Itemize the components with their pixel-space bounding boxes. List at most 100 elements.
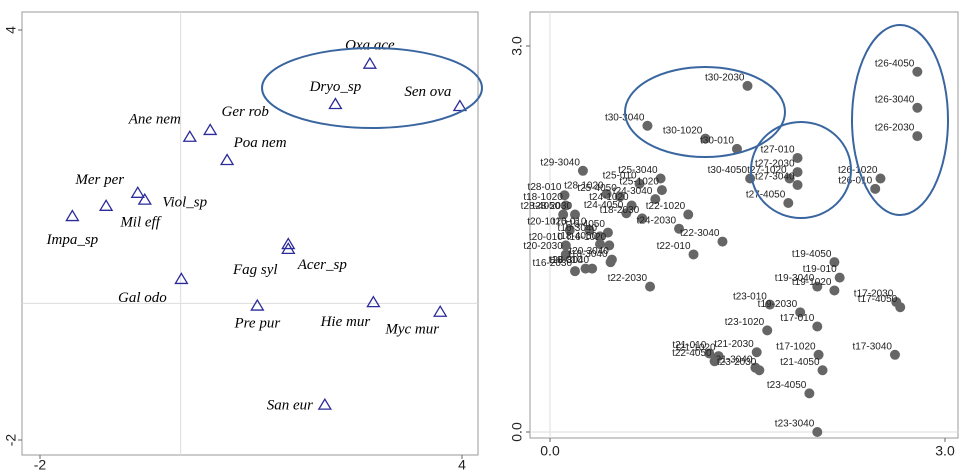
point — [281, 237, 296, 250]
point-label: t21-2030 — [714, 339, 754, 350]
point — [875, 173, 886, 184]
point — [912, 66, 923, 77]
point-label: Viol_sp — [162, 195, 207, 211]
point-label: t19-4050 — [792, 249, 832, 260]
point — [717, 236, 728, 247]
point-label: t26-1020 — [838, 165, 878, 176]
point — [792, 167, 803, 178]
point-label: t17-4050 — [858, 294, 898, 305]
point-label: t22-3040 — [680, 228, 720, 239]
point-label: t16-4050 — [565, 219, 605, 230]
point — [912, 131, 923, 142]
group-ellipse — [624, 66, 786, 158]
point-label: t18-010 — [549, 255, 583, 266]
point — [203, 123, 218, 136]
point-label: t27-010 — [761, 145, 795, 156]
point-label: t17-010 — [780, 313, 814, 324]
point — [709, 356, 720, 367]
point — [65, 209, 80, 222]
point-label: Ane nem — [128, 112, 181, 128]
point-label: t16-010 — [553, 217, 587, 228]
point-label: t28-2030 — [533, 201, 573, 212]
marks: Oxa ace Dryo_sp Sen ova Ger rob Ane nem Poa n… — [22, 12, 958, 455]
point — [795, 307, 806, 318]
point — [174, 272, 189, 285]
y-tick-label: 3.0 — [509, 36, 525, 56]
y-tick-label: -2 — [3, 434, 19, 447]
x-tick-label: -2 — [34, 457, 47, 473]
point — [751, 347, 762, 358]
point — [683, 209, 694, 220]
point — [889, 349, 900, 360]
point — [614, 191, 625, 202]
point — [642, 120, 653, 131]
point-label: t26-2030 — [875, 123, 915, 134]
point — [98, 199, 114, 211]
point — [674, 223, 685, 234]
point-label: Pre pur — [233, 316, 280, 332]
point — [812, 321, 823, 332]
x-tick-label: 0.0 — [540, 443, 560, 459]
point-label: t28-010 — [528, 182, 562, 193]
point — [812, 427, 823, 437]
point — [784, 173, 795, 184]
point-label: Dryo_sp — [309, 79, 362, 95]
point-label: t18-2030 — [600, 205, 640, 216]
group-ellipse — [750, 121, 852, 219]
point — [792, 179, 803, 190]
point-label: Myc mur — [384, 322, 439, 338]
point-label: t22-4050 — [672, 348, 712, 359]
point-label: Gal odo — [118, 290, 167, 306]
point — [700, 133, 711, 144]
point — [452, 99, 468, 112]
point-label: Acer_sp — [297, 257, 348, 273]
point — [626, 200, 637, 211]
point-label: t20-1020 — [527, 217, 567, 228]
point — [817, 365, 828, 376]
point-label: t27-1020 — [747, 165, 787, 176]
point — [219, 153, 235, 166]
point-label: t21-4050 — [780, 357, 820, 368]
point-label: t22-2030 — [608, 273, 648, 284]
point — [250, 298, 265, 311]
point-label: t23-4050 — [767, 380, 807, 391]
point — [595, 239, 606, 250]
point-label: t23-2030 — [717, 357, 757, 368]
point-label: t23-1020 — [725, 317, 765, 328]
point-label: t24-2030 — [637, 215, 677, 226]
point — [655, 173, 666, 184]
point-label: t16-3040 — [558, 223, 598, 234]
point-label: t30-010 — [700, 136, 734, 147]
point — [731, 143, 742, 154]
point — [764, 299, 775, 310]
point-label: t21-1020 — [676, 343, 716, 354]
point — [688, 249, 699, 260]
left-frame — [21, 11, 479, 456]
point-label: t27-4050 — [746, 190, 786, 201]
point — [742, 80, 753, 91]
point-label: t27-2030 — [755, 159, 795, 170]
point-label: t26-010 — [838, 175, 872, 186]
point-label: Fag syl — [232, 262, 278, 278]
point-label: Hie mur — [320, 314, 371, 330]
point — [754, 365, 765, 376]
point — [564, 224, 575, 235]
point-label: Impa_sp — [46, 232, 99, 248]
point — [595, 231, 606, 242]
point — [601, 188, 612, 199]
point-label: t17-1020 — [776, 341, 816, 352]
point — [362, 56, 378, 69]
point-label: t28-1020 — [564, 181, 604, 192]
point — [560, 240, 571, 251]
point — [570, 266, 581, 277]
point-label: t17-2030 — [854, 289, 894, 300]
point-label: t30-1020 — [663, 125, 703, 136]
point-label: t21-3040 — [713, 354, 753, 365]
point — [637, 213, 648, 224]
point — [560, 200, 571, 211]
point — [650, 194, 661, 205]
y-tick-label: 4 — [3, 26, 19, 34]
point-label: Ger rob — [222, 104, 270, 120]
point — [433, 304, 448, 317]
